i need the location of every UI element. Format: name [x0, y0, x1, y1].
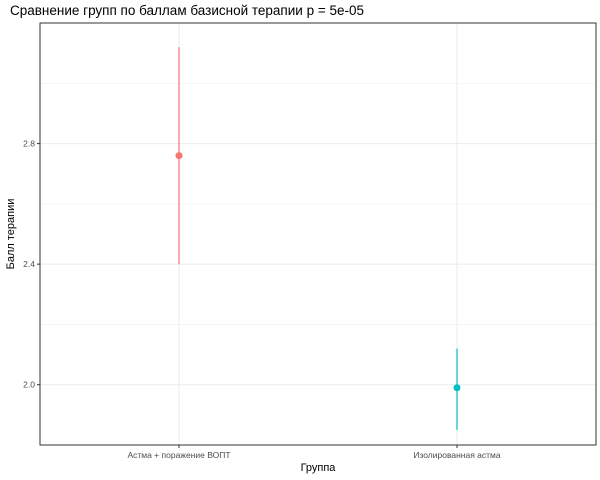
- x-tick-label: Изолированная астма: [413, 450, 501, 460]
- panel-border: [39, 22, 597, 446]
- y-tick-label: 2.4: [23, 259, 35, 269]
- y-tick-label: 2.0: [23, 380, 35, 390]
- y-axis-title: Балл терапии: [5, 199, 17, 270]
- mean-point: [175, 152, 183, 160]
- chart-title: Сравнение групп по баллам базисной терап…: [10, 3, 364, 18]
- y-tick-label: 2.8: [23, 139, 35, 149]
- panel-background: [40, 23, 596, 445]
- mean-point: [453, 384, 461, 392]
- plot-area: [39, 22, 597, 446]
- y-axis: 2.0 2.4 2.8: [23, 139, 40, 390]
- x-axis-title: Группа: [301, 462, 337, 474]
- data-marks: [175, 47, 461, 430]
- x-tick-label: Астма + поражение ВОПТ: [127, 450, 230, 460]
- x-axis: Астма + поражение ВОПТ Изолированная астм…: [127, 445, 501, 460]
